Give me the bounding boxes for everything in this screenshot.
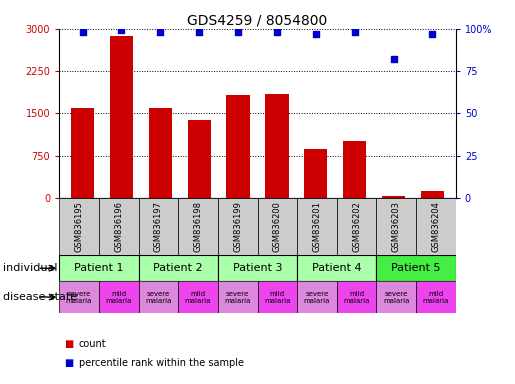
Bar xyxy=(139,281,178,313)
Text: GSM836196: GSM836196 xyxy=(114,201,123,252)
Bar xyxy=(139,255,218,281)
Point xyxy=(234,29,242,35)
Text: GSM836199: GSM836199 xyxy=(233,201,242,252)
Bar xyxy=(149,108,172,198)
Text: severe
malaria: severe malaria xyxy=(383,291,409,303)
Text: GSM836201: GSM836201 xyxy=(313,201,321,252)
Point xyxy=(117,27,126,33)
Bar xyxy=(382,196,405,198)
Bar xyxy=(376,281,416,313)
Bar xyxy=(376,198,416,255)
Bar xyxy=(71,108,94,198)
Bar xyxy=(59,255,139,281)
Bar xyxy=(337,198,376,255)
Title: GDS4259 / 8054800: GDS4259 / 8054800 xyxy=(187,14,328,28)
Text: GSM836197: GSM836197 xyxy=(154,201,163,252)
Text: GSM836202: GSM836202 xyxy=(352,201,361,252)
Bar xyxy=(99,281,139,313)
Bar xyxy=(110,36,133,198)
Text: mild
malaria: mild malaria xyxy=(185,291,211,303)
Text: mild
malaria: mild malaria xyxy=(106,291,132,303)
Bar xyxy=(343,141,366,198)
Bar xyxy=(99,198,139,255)
Text: Patient 2: Patient 2 xyxy=(153,263,203,273)
Bar xyxy=(178,198,218,255)
Text: ■: ■ xyxy=(64,358,74,368)
Text: GSM836200: GSM836200 xyxy=(273,201,282,252)
Bar xyxy=(187,120,211,198)
Text: Patient 5: Patient 5 xyxy=(391,263,441,273)
Point xyxy=(312,31,320,37)
Point xyxy=(428,31,437,37)
Point xyxy=(389,56,398,62)
Point xyxy=(156,29,164,35)
Bar xyxy=(297,198,337,255)
Text: individual: individual xyxy=(3,263,57,273)
Text: severe
malaria: severe malaria xyxy=(66,291,92,303)
Text: mild
malaria: mild malaria xyxy=(423,291,449,303)
Bar xyxy=(297,255,376,281)
Bar xyxy=(178,281,218,313)
Bar xyxy=(304,149,328,198)
Bar xyxy=(297,281,337,313)
Text: severe
malaria: severe malaria xyxy=(304,291,330,303)
Text: count: count xyxy=(79,339,107,349)
Bar xyxy=(258,198,297,255)
Text: GSM836195: GSM836195 xyxy=(75,201,83,252)
Bar xyxy=(337,281,376,313)
Text: percentile rank within the sample: percentile rank within the sample xyxy=(79,358,244,368)
Text: mild
malaria: mild malaria xyxy=(264,291,290,303)
Point xyxy=(273,29,281,35)
Point xyxy=(195,29,203,35)
Bar xyxy=(376,255,456,281)
Bar xyxy=(218,255,297,281)
Point xyxy=(351,29,359,35)
Bar xyxy=(416,198,456,255)
Point xyxy=(78,29,87,35)
Bar xyxy=(227,95,250,198)
Text: severe
malaria: severe malaria xyxy=(225,291,251,303)
Text: GSM836204: GSM836204 xyxy=(432,201,440,252)
Bar xyxy=(421,191,444,198)
Bar xyxy=(59,198,99,255)
Bar xyxy=(218,198,258,255)
Text: Patient 1: Patient 1 xyxy=(74,263,124,273)
Text: ■: ■ xyxy=(64,339,74,349)
Bar xyxy=(416,281,456,313)
Text: GSM836203: GSM836203 xyxy=(392,201,401,252)
Text: mild
malaria: mild malaria xyxy=(344,291,370,303)
Text: Patient 3: Patient 3 xyxy=(233,263,282,273)
Bar xyxy=(139,198,178,255)
Bar xyxy=(265,94,288,198)
Bar xyxy=(218,281,258,313)
Bar xyxy=(59,281,99,313)
Text: Patient 4: Patient 4 xyxy=(312,263,362,273)
Bar xyxy=(258,281,297,313)
Text: disease state: disease state xyxy=(3,292,77,302)
Text: severe
malaria: severe malaria xyxy=(145,291,171,303)
Text: GSM836198: GSM836198 xyxy=(194,201,202,252)
